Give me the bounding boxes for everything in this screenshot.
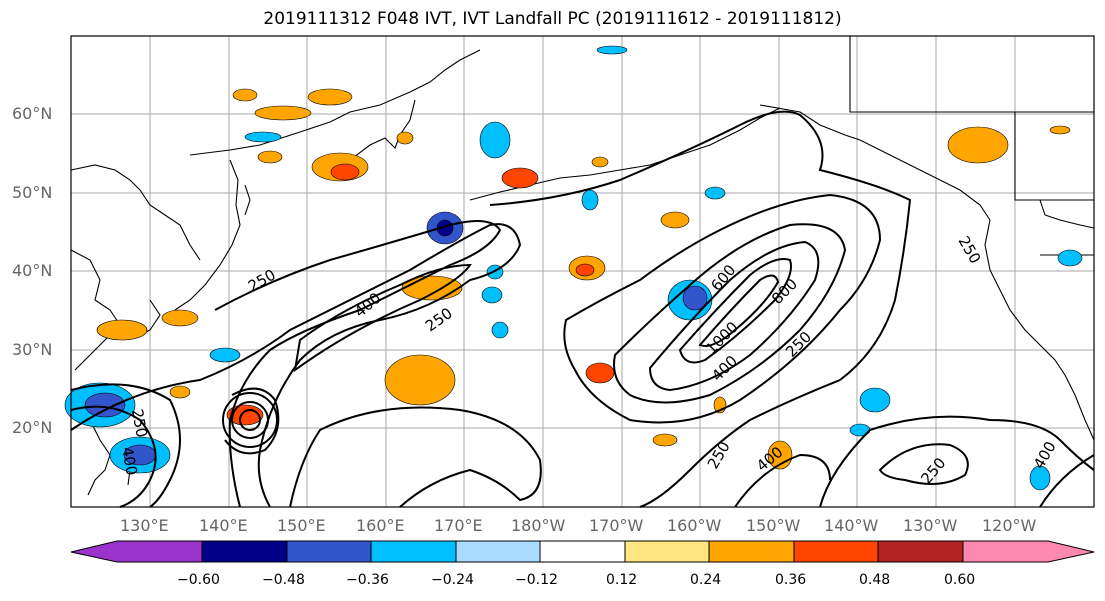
lon-label-120w: 120°W	[982, 516, 1037, 535]
colorbar-label-neg024: −0.24	[431, 572, 474, 588]
colorbar-label-060: 0.60	[944, 572, 976, 588]
gridlines	[71, 36, 1094, 507]
lat-label-40n: 40°N	[12, 261, 53, 280]
lon-label-130w: 130°W	[903, 516, 958, 535]
colorbar-label-012: 0.12	[606, 572, 638, 588]
lon-label-160w: 160°W	[667, 516, 722, 535]
colorbar-label-036: 0.36	[775, 572, 807, 588]
lon-label-140e: 140°E	[199, 516, 248, 535]
colorbar-label-neg060: −0.60	[177, 572, 220, 588]
colorbar-label-048: 0.48	[859, 572, 891, 588]
lon-label-170e: 170°E	[434, 516, 483, 535]
colorbar	[70, 540, 1095, 563]
map-panel: 250 400 250 600 800 1000 400 250 250 400…	[64, 35, 1095, 508]
ivt-contours	[70, 110, 1095, 508]
colorbar-label-neg048: −0.48	[262, 572, 305, 588]
lon-label-180w: 180°W	[511, 516, 566, 535]
lat-label-20n: 20°N	[12, 418, 53, 437]
lat-label-50n: 50°N	[12, 183, 53, 202]
colorbar-label-neg036: −0.36	[346, 572, 389, 588]
lon-label-130e: 130°E	[120, 516, 169, 535]
anomaly-shading	[64, 45, 1083, 491]
contour-label-400-d: 400	[118, 446, 141, 477]
map-title: 2019111312 F048 IVT, IVT Landfall PC (20…	[263, 9, 842, 29]
colorbar-label-neg012: −0.12	[515, 572, 558, 588]
lon-label-160e: 160°E	[356, 516, 405, 535]
lat-label-60n: 60°N	[12, 104, 53, 123]
colorbar-label-024: 0.24	[690, 572, 722, 588]
lon-label-150e: 150°E	[277, 516, 326, 535]
lat-label-30n: 30°N	[12, 340, 53, 359]
lon-label-170w: 170°W	[589, 516, 644, 535]
contour-label-250-g: 250	[128, 408, 151, 439]
lon-label-150w: 150°W	[746, 516, 801, 535]
lon-label-140w: 140°W	[824, 516, 879, 535]
